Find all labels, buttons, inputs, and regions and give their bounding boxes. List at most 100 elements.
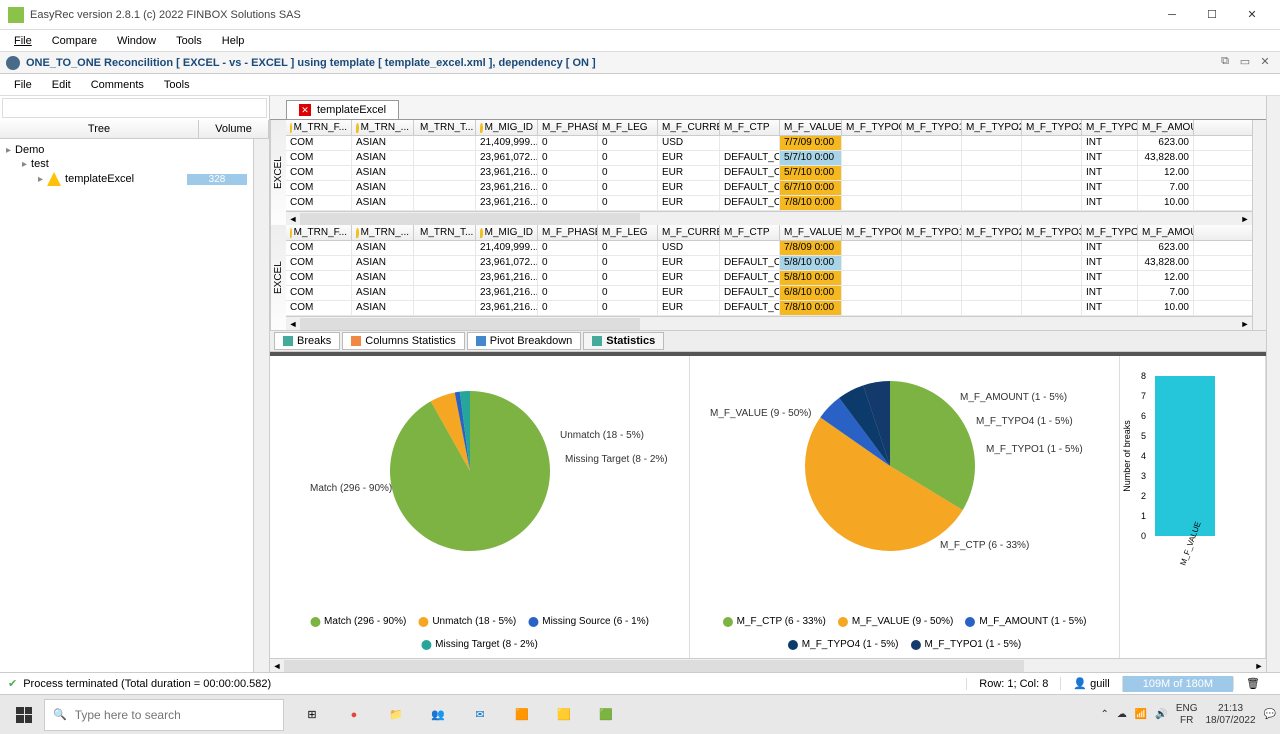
tray-volume-icon[interactable]: 🔊 [1155, 709, 1167, 720]
subtab-statistics[interactable]: Statistics [583, 332, 664, 350]
col-header[interactable]: M_TRN_F... [286, 225, 352, 240]
tray-wifi-icon[interactable]: 📶 [1135, 709, 1147, 720]
teams-icon[interactable]: 👥 [418, 699, 458, 731]
menu-file[interactable]: File [4, 33, 42, 49]
col-header[interactable]: M_TRN_F... [286, 120, 352, 135]
table-row[interactable]: COMASIAN23,961,216...00EURDEFAULT_CC7/8/… [286, 196, 1252, 211]
grid-1-vscroll[interactable] [1252, 120, 1266, 225]
tray-chevron-icon[interactable]: ⌃ [1101, 709, 1109, 720]
tray-clock[interactable]: 21:1318/07/2022 [1205, 703, 1255, 727]
table-cell: 7.00 [1138, 286, 1194, 300]
subtab-columns-statistics[interactable]: Columns Statistics [342, 332, 464, 350]
table-row[interactable]: COMASIAN23,961,216...00EURDEFAULT_CC5/8/… [286, 271, 1252, 286]
tree-scrollbar[interactable] [253, 139, 269, 672]
file-tab-template[interactable]: ✕ templateExcel [286, 100, 399, 119]
table-row[interactable]: COMASIAN23,961,216...00EURDEFAULT_CC6/8/… [286, 286, 1252, 301]
tray-notifications-icon[interactable]: 💬 [1264, 709, 1276, 720]
file-tab-close-icon[interactable]: ✕ [299, 104, 311, 116]
grid-1-hscroll[interactable]: ◄► [286, 211, 1252, 225]
table-cell [962, 256, 1022, 270]
app-icon-3[interactable]: 🟩 [586, 699, 626, 731]
app-icon-2[interactable]: 🟨 [544, 699, 584, 731]
table-cell: 5/7/10 0:00 [780, 151, 842, 165]
minimize-button[interactable]: ─ [1152, 1, 1192, 29]
explorer-icon[interactable]: 📁 [376, 699, 416, 731]
tree-node[interactable]: ▸templateExcel328 [2, 171, 251, 187]
col-header[interactable]: M_F_TYPO4 [1082, 120, 1138, 135]
col-header[interactable]: M_TRN_... [352, 120, 414, 135]
menu-help[interactable]: Help [212, 33, 255, 49]
doc-restore-button[interactable]: ⧉ [1216, 55, 1234, 71]
col-header[interactable]: M_F_CURRENCY [658, 225, 720, 240]
maximize-button[interactable]: ☐ [1192, 1, 1232, 29]
main-vscroll[interactable] [1266, 96, 1280, 672]
tray-cloud-icon[interactable]: ☁ [1117, 709, 1127, 720]
submenu-edit[interactable]: Edit [42, 77, 81, 93]
search-input[interactable] [75, 708, 275, 722]
table-row[interactable]: COMASIAN21,409,999...00USD7/7/09 0:00INT… [286, 136, 1252, 151]
col-header[interactable]: M_F_LEG [598, 120, 658, 135]
tree-node[interactable]: ▸Demo [2, 143, 251, 157]
outlook-icon[interactable]: ✉ [460, 699, 500, 731]
tree-filter-input[interactable] [2, 98, 267, 118]
taskbar-search[interactable]: 🔍 [44, 699, 284, 731]
subtab-breaks[interactable]: Breaks [274, 332, 340, 350]
col-header[interactable]: M_F_TYPO1 [902, 225, 962, 240]
status-trash-icon[interactable]: 🗑 [1233, 677, 1272, 690]
col-header[interactable]: M_F_CTP [720, 225, 780, 240]
col-header[interactable]: M_F_TYPO3 [1022, 225, 1082, 240]
col-header[interactable]: M_TRN_T... [414, 120, 476, 135]
col-header[interactable]: M_F_AMOU [1138, 225, 1194, 240]
table-row[interactable]: COMASIAN23,961,216...00EURDEFAULT_CC6/7/… [286, 181, 1252, 196]
col-header[interactable]: M_F_TYPO2 [962, 120, 1022, 135]
table-row[interactable]: COMASIAN23,961,072...00EURDEFAULT_CC5/8/… [286, 256, 1252, 271]
col-header[interactable]: M_F_TYPO1 [902, 120, 962, 135]
start-button[interactable] [4, 699, 44, 731]
col-header[interactable]: M_F_TYPO0 [842, 120, 902, 135]
col-header[interactable]: M_F_VALUE [780, 225, 842, 240]
table-cell: ASIAN [352, 196, 414, 210]
svg-text:Match (296 - 90%): Match (296 - 90%) [310, 483, 392, 494]
col-header[interactable]: M_F_LEG [598, 225, 658, 240]
menu-window[interactable]: Window [107, 33, 166, 49]
col-header[interactable]: M_F_TYPO3 [1022, 120, 1082, 135]
col-header[interactable]: M_F_PHASE [538, 120, 598, 135]
tree-node[interactable]: ▸test [2, 157, 251, 171]
col-header[interactable]: M_F_TYPO2 [962, 225, 1022, 240]
col-header[interactable]: M_F_CURRENCY [658, 120, 720, 135]
table-cell: 0 [538, 256, 598, 270]
menu-compare[interactable]: Compare [42, 33, 107, 49]
tree-header-volume[interactable]: Volume [199, 120, 269, 138]
tray-language[interactable]: ENGFR [1176, 703, 1198, 727]
app-icon-1[interactable]: 🟧 [502, 699, 542, 731]
table-row[interactable]: COMASIAN23,961,072...00EURDEFAULT_CC5/7/… [286, 151, 1252, 166]
submenu-tools[interactable]: Tools [154, 77, 200, 93]
table-row[interactable]: COMASIAN23,961,216...00EURDEFAULT_CC7/8/… [286, 301, 1252, 316]
doc-close-button[interactable]: ✕ [1256, 55, 1274, 71]
grid-2-hscroll[interactable]: ◄► [286, 316, 1252, 330]
grid-2-vscroll[interactable] [1252, 225, 1266, 330]
doc-max-button[interactable]: ▭ [1236, 55, 1254, 71]
charts-hscroll[interactable]: ◄► [270, 658, 1266, 672]
close-button[interactable]: ✕ [1232, 1, 1272, 29]
col-header[interactable]: M_TRN_... [352, 225, 414, 240]
col-header[interactable]: M_F_TYPO4 [1082, 225, 1138, 240]
col-header[interactable]: M_MIG_ID [476, 225, 538, 240]
col-header[interactable]: M_F_TYPO0 [842, 225, 902, 240]
submenu-comments[interactable]: Comments [81, 77, 154, 93]
menu-tools[interactable]: Tools [166, 33, 212, 49]
tree-header-tree[interactable]: Tree [0, 120, 199, 138]
chrome-icon[interactable]: ● [334, 699, 374, 731]
col-header[interactable]: M_F_AMOU [1138, 120, 1194, 135]
col-header[interactable]: M_TRN_T... [414, 225, 476, 240]
submenu-file[interactable]: File [4, 77, 42, 93]
col-header[interactable]: M_MIG_ID [476, 120, 538, 135]
col-header[interactable]: M_F_PHASE [538, 225, 598, 240]
table-cell [902, 196, 962, 210]
col-header[interactable]: M_F_CTP [720, 120, 780, 135]
taskview-icon[interactable]: ⊞ [292, 699, 332, 731]
table-row[interactable]: COMASIAN23,961,216...00EURDEFAULT_CC5/7/… [286, 166, 1252, 181]
table-row[interactable]: COMASIAN21,409,999...00USD7/8/09 0:00INT… [286, 241, 1252, 256]
subtab-pivot-breakdown[interactable]: Pivot Breakdown [467, 332, 582, 350]
col-header[interactable]: M_F_VALUE [780, 120, 842, 135]
